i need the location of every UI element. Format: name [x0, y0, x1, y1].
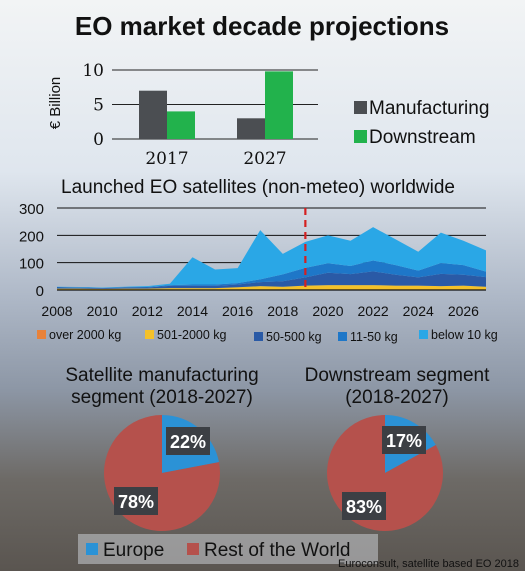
area-legend-label: 50-500 kg [266, 330, 322, 344]
area-x-tick-label: 2022 [358, 303, 389, 319]
area-legend-swatch [338, 332, 347, 341]
area-legend-swatch [254, 332, 263, 341]
bar-y-tick-label: 5 [93, 96, 104, 116]
area-x-tick-label: 2024 [403, 303, 434, 319]
bar-manufacturing-2017 [139, 90, 167, 139]
bar-chart: € Billion 0 5 10 2017 2027 Manufacturing Downs… [47, 61, 489, 169]
area-x-tick-label: 2008 [41, 303, 72, 319]
area-y-tick-label: 0 [36, 283, 44, 300]
bar-y-tick-label: 0 [93, 130, 104, 150]
area-x-tick-label: 2010 [87, 303, 118, 319]
area-legend-label: over 2000 kg [49, 328, 121, 342]
source-credit: Euroconsult, satellite based EO 2018 [338, 558, 519, 570]
area-series-2 [57, 285, 486, 290]
bar-downstream-2027 [265, 71, 293, 139]
bar-y-axis-label: € Billion [47, 77, 64, 130]
area-series-5 [57, 227, 486, 288]
area-legend-swatch [145, 330, 154, 339]
pie-title-line: Satellite manufacturing [65, 365, 258, 386]
pie-legend-label: Rest of the World [204, 540, 350, 561]
area-legend-swatch [419, 330, 428, 339]
area-legend-label: 501-2000 kg [157, 328, 227, 342]
pie-title-line: (2018-2027) [345, 387, 449, 408]
area-x-tick-label: 2026 [448, 303, 479, 319]
area-legend-label: 11-50 kg [350, 330, 398, 344]
bar-downstream-2017 [167, 111, 195, 139]
pie-legend-background [78, 534, 378, 564]
area-y-tick-label: 200 [19, 228, 44, 245]
area-chart: 0 100 200 300 2008 2010 2012 2014 2016 2018 2020 20… [19, 201, 486, 319]
bar-category-label: 2017 [145, 149, 188, 169]
pie-value-label: 17% [386, 431, 422, 451]
area-series-4 [57, 260, 486, 289]
pie-value-label: 78% [118, 492, 154, 512]
area-x-tick-label: 2012 [132, 303, 163, 319]
bar-legend-label: Manufacturing [369, 98, 489, 119]
pie-legend-label: Europe [103, 540, 164, 561]
area-x-tick-label: 2016 [222, 303, 253, 319]
pie-legend: Europe Rest of the World [86, 540, 350, 561]
pie-legend-swatch [187, 543, 199, 555]
area-x-tick-label: 2020 [312, 303, 343, 319]
bar-category-label: 2027 [243, 149, 286, 169]
area-y-tick-label: 100 [19, 256, 44, 273]
pie-value-label-box [382, 426, 426, 454]
area-x-tick-label: 2018 [267, 303, 298, 319]
bar-legend-label: Downstream [369, 127, 476, 148]
pie-value-label-box [342, 492, 386, 520]
bar-legend-swatch [354, 130, 367, 143]
area-series-3 [57, 271, 486, 289]
pie-title-line: Downstream segment [305, 365, 491, 386]
pie-value-label-box [114, 487, 158, 515]
area-chart-title: Launched EO satellites (non-meteo) world… [61, 177, 455, 198]
pie-title-line: segment (2018-2027) [71, 387, 253, 408]
pie-value-label: 83% [346, 497, 382, 517]
pie-charts: 22% 78% 17% 83% [103, 415, 443, 531]
pie-value-label: 22% [170, 432, 206, 452]
pie-value-label-box [166, 427, 210, 455]
pie-legend-swatch [86, 543, 98, 555]
page-title: EO market decade projections [75, 11, 449, 41]
area-legend: over 2000 kg 501-2000 kg 50-500 kg 11-50 kg… [37, 328, 498, 344]
bar-manufacturing-2027 [237, 118, 265, 139]
bar-legend-swatch [354, 101, 367, 114]
area-legend-swatch [37, 330, 46, 339]
area-y-tick-label: 300 [19, 201, 44, 218]
area-legend-label: below 10 kg [431, 328, 498, 342]
area-x-tick-label: 2014 [177, 303, 208, 319]
bar-y-tick-label: 10 [82, 61, 104, 81]
